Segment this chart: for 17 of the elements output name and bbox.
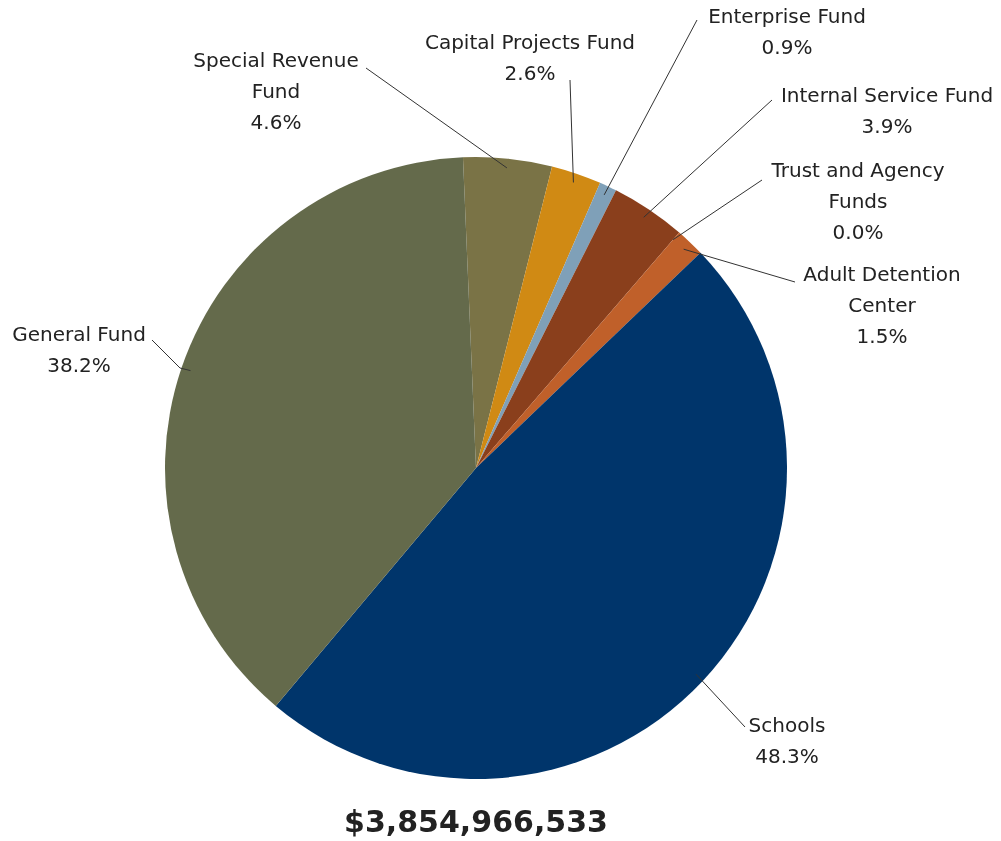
data-label: 48.3% — [755, 744, 819, 769]
slice-label: Schools — [748, 713, 826, 738]
data-label: 1.5% — [856, 324, 908, 349]
category-label: Trust and Agency Funds — [771, 158, 945, 214]
slice-label: Enterprise Fund — [708, 4, 866, 29]
slice-label: Capital Projects Fund — [424, 30, 636, 55]
data-label: 2.6% — [504, 61, 556, 86]
data-label: 3.9% — [861, 114, 913, 139]
text: 0.0% — [832, 220, 884, 245]
data-label: 0.9% — [761, 35, 813, 60]
data-label: 38.2% — [47, 353, 111, 378]
data-label: 4.6% — [250, 110, 302, 135]
slice-label: Internal Service Fund — [780, 83, 994, 108]
text: $3,854,966,533 — [344, 803, 608, 839]
slice-label: Special Revenue Fund — [193, 48, 359, 104]
slice-label: Adult Detention Center — [803, 262, 961, 318]
slice-label: General Fund — [12, 322, 146, 347]
